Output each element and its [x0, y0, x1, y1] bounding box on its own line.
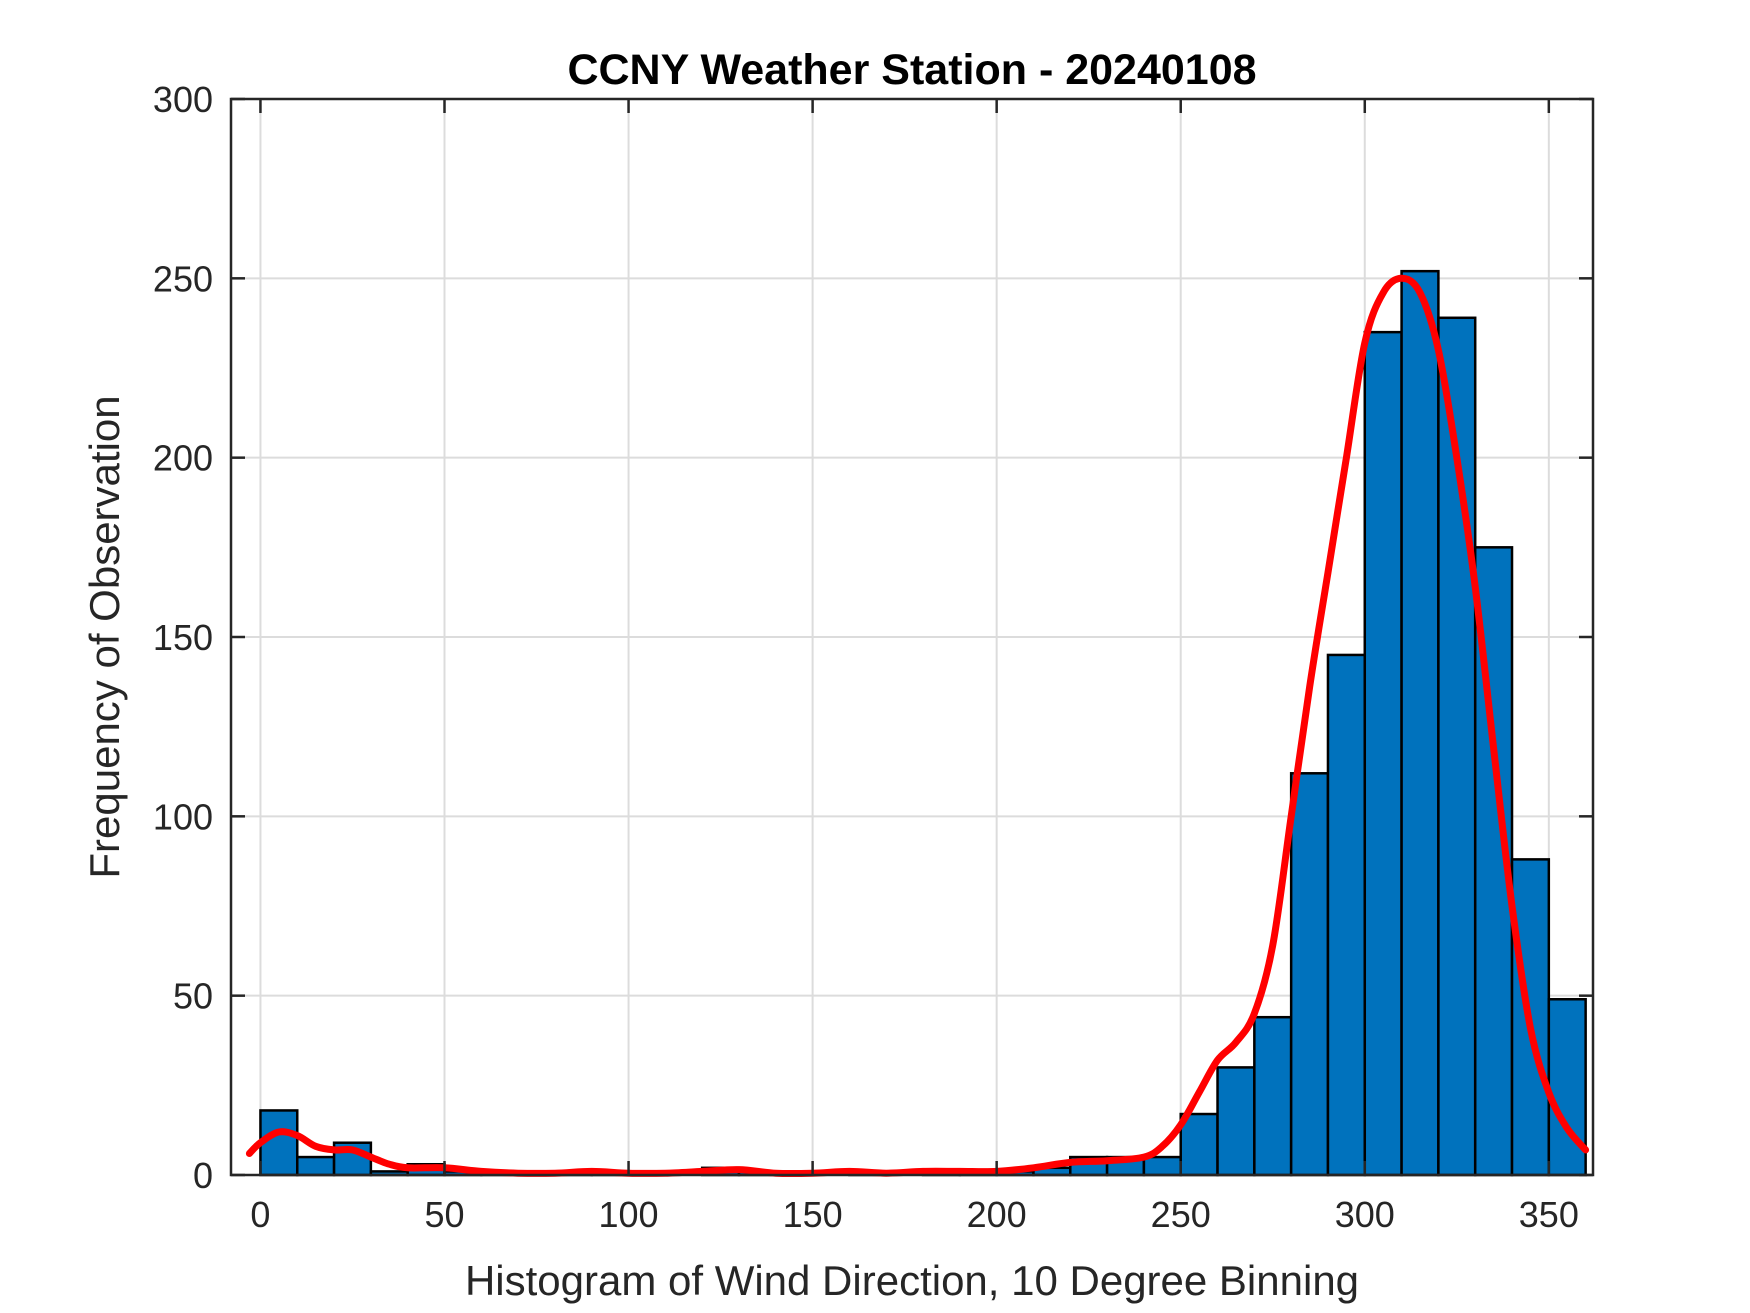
x-tick-label: 250: [1151, 1194, 1211, 1235]
x-tick-label: 100: [599, 1194, 659, 1235]
histogram-bar: [1216, 1066, 1256, 1177]
histogram-bar: [1253, 1015, 1293, 1177]
y-tick-label: 100: [153, 796, 213, 837]
histogram-bar: [259, 1109, 299, 1177]
x-tick-label: 50: [424, 1194, 464, 1235]
x-tick-label: 0: [250, 1194, 270, 1235]
y-tick-label: 0: [193, 1155, 213, 1196]
histogram-bar: [1289, 772, 1330, 1177]
x-tick-label: 350: [1519, 1194, 1579, 1235]
y-tick-label: 50: [173, 976, 213, 1017]
y-tick-label: 150: [153, 617, 213, 658]
y-tick-label: 250: [153, 258, 213, 299]
y-tick-label: 300: [153, 79, 213, 120]
y-tick-label: 200: [153, 438, 213, 479]
histogram-bar: [1363, 330, 1403, 1177]
fit-curve-layer: [245, 274, 1590, 1178]
y-axis-label: Frequency of Observation: [81, 395, 128, 878]
x-tick-label: 200: [967, 1194, 1027, 1235]
histogram-bar: [1326, 653, 1367, 1177]
x-tick-label: 150: [783, 1194, 843, 1235]
axes: [229, 97, 1595, 1177]
x-tick-labels: 0 50 100 150 200 250 300 350: [250, 1194, 1578, 1235]
histogram-bar: [1400, 269, 1440, 1177]
histogram-bar: [296, 1155, 336, 1177]
chart-title: CCNY Weather Station - 20240108: [567, 46, 1256, 94]
histogram-bar: [1179, 1112, 1219, 1177]
x-tick-label: 300: [1335, 1194, 1395, 1235]
histogram-bar: [1142, 1155, 1182, 1177]
x-axis-label: Histogram of Wind Direction, 10 Degree B…: [465, 1257, 1359, 1304]
y-tick-labels: 0 50 100 150 200 250 300: [153, 79, 213, 1196]
fit-curve-line: [245, 274, 1590, 1178]
